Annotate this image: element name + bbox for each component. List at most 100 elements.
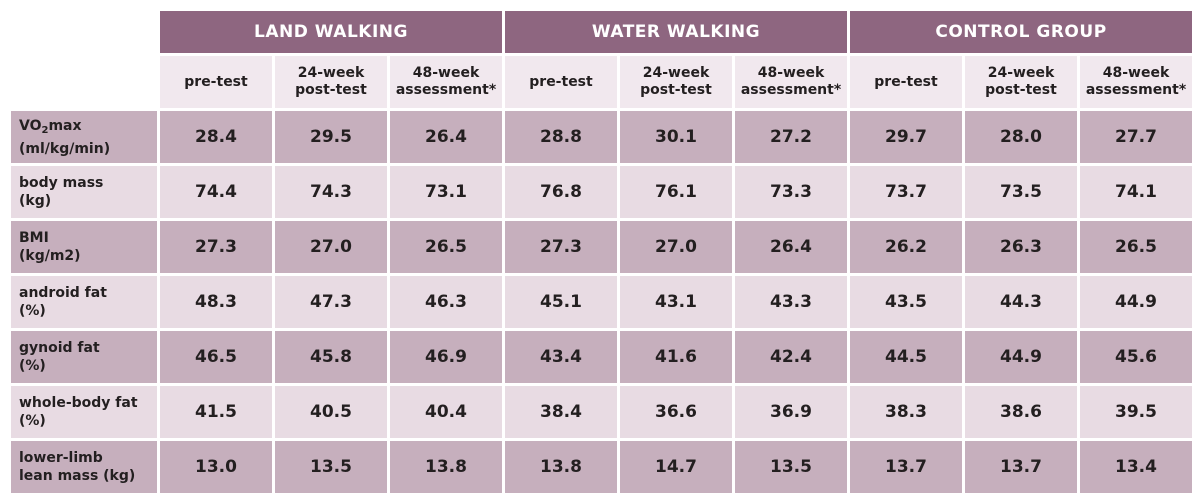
row-label-text: whole-body fat bbox=[19, 395, 138, 411]
row-label: whole-body fat (%) bbox=[11, 386, 157, 438]
value-cell: 73.5 bbox=[965, 166, 1077, 218]
value-cell: 73.3 bbox=[735, 166, 847, 218]
value-cell: 45.6 bbox=[1080, 331, 1192, 383]
subheader-label: post-test bbox=[640, 82, 712, 98]
subheader-label: assessment* bbox=[395, 82, 497, 98]
value-cell: 13.4 bbox=[1080, 441, 1192, 493]
value-cell: 26.4 bbox=[735, 221, 847, 273]
value-cell: 13.8 bbox=[390, 441, 502, 493]
subheader-label: assessment* bbox=[740, 82, 842, 98]
value-cell: 39.5 bbox=[1080, 386, 1192, 438]
row-label-text: VO bbox=[19, 117, 42, 134]
row-label-text: (kg/m2) bbox=[19, 248, 81, 264]
row-label-text: (%) bbox=[19, 303, 46, 319]
value-cell: 40.4 bbox=[390, 386, 502, 438]
subheader-label: 48-week bbox=[757, 65, 825, 81]
value-cell: 41.5 bbox=[160, 386, 272, 438]
subheader-label: 48-week bbox=[1102, 65, 1170, 81]
value-cell: 48.3 bbox=[160, 276, 272, 328]
subheader-cell: pre-test bbox=[160, 56, 272, 108]
value-cell: 44.3 bbox=[965, 276, 1077, 328]
subheader-label: post-test bbox=[295, 82, 367, 98]
value-cell: 26.5 bbox=[390, 221, 502, 273]
value-cell: 26.2 bbox=[850, 221, 962, 273]
value-cell: 76.1 bbox=[620, 166, 732, 218]
value-cell: 43.3 bbox=[735, 276, 847, 328]
subheader-cell: pre-test bbox=[850, 56, 962, 108]
value-cell: 27.7 bbox=[1080, 111, 1192, 163]
row-label: gynoid fat (%) bbox=[11, 331, 157, 383]
value-cell: 26.4 bbox=[390, 111, 502, 163]
value-cell: 13.8 bbox=[505, 441, 617, 493]
value-cell: 45.1 bbox=[505, 276, 617, 328]
row-label: lower-limb lean mass (kg) bbox=[11, 441, 157, 493]
row-label-text: gynoid fat bbox=[19, 340, 100, 356]
value-cell: 47.3 bbox=[275, 276, 387, 328]
value-cell: 74.4 bbox=[160, 166, 272, 218]
subheader-label: assessment* bbox=[1085, 82, 1187, 98]
value-cell: 36.9 bbox=[735, 386, 847, 438]
value-cell: 14.7 bbox=[620, 441, 732, 493]
value-cell: 46.3 bbox=[390, 276, 502, 328]
value-cell: 43.4 bbox=[505, 331, 617, 383]
table-row: android fat (%) 48.3 47.3 46.3 45.1 43.1 43.3 43… bbox=[11, 276, 1192, 328]
row-label-text: lean mass (kg) bbox=[19, 468, 136, 484]
value-cell: 46.9 bbox=[390, 331, 502, 383]
value-cell: 74.3 bbox=[275, 166, 387, 218]
value-cell: 41.6 bbox=[620, 331, 732, 383]
table-row: body mass (kg) 74.4 74.3 73.1 76.8 76.1 73.3 73.… bbox=[11, 166, 1192, 218]
table-row: BMI (kg/m2) 27.3 27.0 26.5 27.3 27.0 26.4 26.2 26… bbox=[11, 221, 1192, 273]
value-cell: 43.5 bbox=[850, 276, 962, 328]
corner-blank bbox=[11, 11, 157, 53]
results-table: LAND WALKING WATER WALKING CONTROL GROUP… bbox=[8, 8, 1195, 496]
group-header-land-walking: LAND WALKING bbox=[160, 11, 502, 53]
table-row: whole-body fat (%) 41.5 40.5 40.4 38.4 36.6 36.… bbox=[11, 386, 1192, 438]
results-table-container: LAND WALKING WATER WALKING CONTROL GROUP… bbox=[8, 8, 1195, 496]
subheader-corner-blank bbox=[11, 56, 157, 108]
value-cell: 28.8 bbox=[505, 111, 617, 163]
subheader-cell: 24-week post-test bbox=[275, 56, 387, 108]
value-cell: 44.5 bbox=[850, 331, 962, 383]
subheader-label: 24-week bbox=[297, 65, 365, 81]
subheader-label: pre-test bbox=[874, 73, 938, 90]
value-cell: 42.4 bbox=[735, 331, 847, 383]
group-header-water-walking: WATER WALKING bbox=[505, 11, 847, 53]
row-label-text: BMI bbox=[19, 230, 49, 246]
subheader-cell: 48-week assessment* bbox=[735, 56, 847, 108]
row-label: android fat (%) bbox=[11, 276, 157, 328]
value-cell: 76.8 bbox=[505, 166, 617, 218]
table-body: VO2max (ml/kg/min) 28.4 29.5 26.4 28.8 30.1 27.… bbox=[11, 111, 1192, 493]
subheader-cell: pre-test bbox=[505, 56, 617, 108]
subheader-cell: 48-week assessment* bbox=[390, 56, 502, 108]
value-cell: 13.7 bbox=[850, 441, 962, 493]
value-cell: 27.3 bbox=[505, 221, 617, 273]
value-cell: 13.5 bbox=[275, 441, 387, 493]
row-label-text: body mass bbox=[19, 175, 104, 191]
value-cell: 43.1 bbox=[620, 276, 732, 328]
subheader-label: 48-week bbox=[412, 65, 480, 81]
value-cell: 13.0 bbox=[160, 441, 272, 493]
value-cell: 30.1 bbox=[620, 111, 732, 163]
value-cell: 36.6 bbox=[620, 386, 732, 438]
value-cell: 28.4 bbox=[160, 111, 272, 163]
value-cell: 27.2 bbox=[735, 111, 847, 163]
subheader-label: 24-week bbox=[987, 65, 1055, 81]
row-label: VO2max (ml/kg/min) bbox=[11, 111, 157, 163]
row-label-text: max bbox=[48, 117, 82, 134]
value-cell: 27.0 bbox=[275, 221, 387, 273]
subheader-label: pre-test bbox=[184, 73, 248, 90]
table-row: gynoid fat (%) 46.5 45.8 46.9 43.4 41.6 42.4 44.… bbox=[11, 331, 1192, 383]
value-cell: 44.9 bbox=[1080, 276, 1192, 328]
value-cell: 29.5 bbox=[275, 111, 387, 163]
subheader-label: pre-test bbox=[529, 73, 593, 90]
group-header-row: LAND WALKING WATER WALKING CONTROL GROUP bbox=[11, 11, 1192, 53]
row-label-text: (%) bbox=[19, 358, 46, 374]
value-cell: 26.3 bbox=[965, 221, 1077, 273]
table-row: lower-limb lean mass (kg) 13.0 13.5 13.8 13.8… bbox=[11, 441, 1192, 493]
row-label-unit: (ml/kg/min) bbox=[19, 140, 111, 157]
value-cell: 27.3 bbox=[160, 221, 272, 273]
subheader-label: post-test bbox=[985, 82, 1057, 98]
subheader-row: pre-test 24-week post-test 48-week assessmen… bbox=[11, 56, 1192, 108]
value-cell: 40.5 bbox=[275, 386, 387, 438]
value-cell: 38.6 bbox=[965, 386, 1077, 438]
